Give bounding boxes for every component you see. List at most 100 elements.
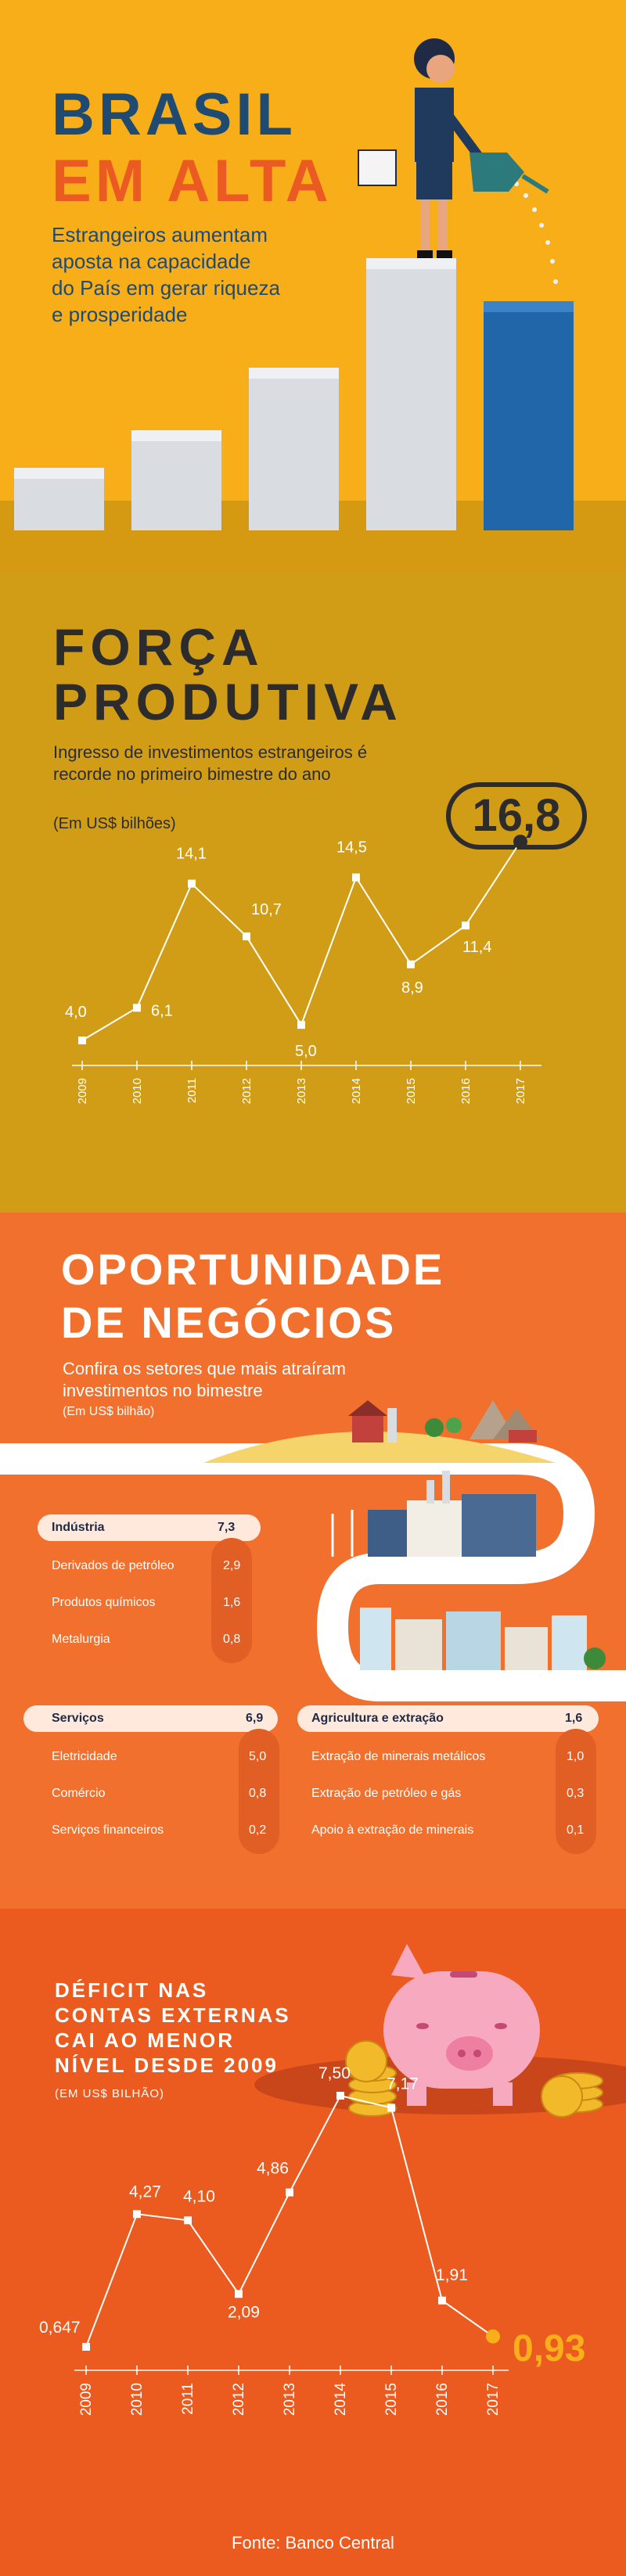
industria-item-label: Produtos químicos: [52, 1596, 156, 1609]
source-note: Fonte: Banco Central: [232, 2533, 394, 2553]
hero-title-line1: BRASIL: [52, 81, 297, 148]
forca-section: FORÇA PRODUTIVA Ingresso de investimento…: [0, 571, 626, 1213]
agricultura-item-value: 1,0: [567, 1750, 585, 1763]
bar-1: [14, 468, 104, 530]
forca-x-tick-label: 2016: [459, 1078, 473, 1104]
deficit-data-label: 7,50: [318, 2064, 351, 2082]
agricultura-item-label: Apoio à extração de minerais: [311, 1823, 474, 1837]
forca-series-line: [81, 841, 521, 1041]
forca-title-line1: FORÇA: [53, 618, 264, 676]
servicos-item-label: Comércio: [52, 1787, 106, 1800]
deficit-x-tick-label: 2011: [180, 2383, 196, 2415]
forca-point: [78, 1037, 86, 1044]
deficit-data-label: 1,91: [436, 2266, 468, 2284]
forca-data-label: 10,7: [251, 901, 282, 918]
deficit-x-tick-label: 2009: [78, 2383, 95, 2416]
industria-header-pill: [38, 1514, 261, 1541]
deficit-point: [184, 2216, 192, 2225]
city-illustration: [360, 1608, 606, 1670]
oport-title-line2: DE NEGÓCIOS: [61, 1298, 397, 1347]
deficit-illustration: [254, 1944, 626, 2118]
piggy-bank-icon: [383, 1944, 540, 2106]
forca-data-label: 11,4: [462, 939, 491, 956]
agricultura-value: 1,6: [565, 1712, 583, 1725]
forca-x-tick-label: 2012: [240, 1078, 254, 1104]
forca-unit: (Em US$ bilhões): [53, 815, 176, 832]
forca-x-tick-label: 2010: [131, 1078, 144, 1104]
bar-4: [366, 258, 456, 530]
forca-point: [352, 873, 360, 882]
deficit-title: DÉFICIT NAS CONTAS EXTERNAS CAI AO MENOR…: [55, 1978, 291, 2077]
servicos-item-label: Serviços financeiros: [52, 1823, 164, 1837]
gold-coins-icon: [345, 2040, 603, 2118]
deficit-point: [387, 2104, 395, 2112]
forca-x-tick-label: 2013: [295, 1078, 308, 1104]
deficit-series-line: [85, 2094, 494, 2348]
forca-data-label: 14,5: [336, 839, 367, 857]
deficit-data-label: 4,86: [257, 2160, 289, 2178]
deficit-section: DÉFICIT NAS CONTAS EXTERNAS CAI AO MENOR…: [0, 1909, 626, 2576]
deficit-point: [438, 2296, 446, 2305]
oport-unit: (Em US$ bilhão): [63, 1405, 155, 1418]
servicos-value-column: [239, 1729, 279, 1854]
agricultura-value-column: [556, 1729, 596, 1854]
deficit-x-tick-label: 2013: [282, 2383, 298, 2416]
agricultura-header-pill: [297, 1705, 599, 1732]
water-drops: [514, 181, 558, 284]
deficit-x-tick-label: 2012: [231, 2383, 247, 2416]
forca-point: [407, 960, 415, 968]
bar-2: [131, 430, 221, 530]
deficit-point: [336, 2092, 344, 2100]
deficit-line-chart: 0,647 2009 4,27 2010 4,10 2011 2,09 2012 4,86 201…: [39, 2064, 509, 2416]
hero-subtitle: Estrangeiros aumentam aposta na capacida…: [52, 223, 280, 326]
bar-5: [484, 301, 574, 530]
forca-title-line2: PRODUTIVA: [53, 673, 403, 731]
deficit-highlight: 0,93: [513, 2328, 586, 2369]
deficit-point: [286, 2188, 293, 2197]
forca-data-label: 5,0: [295, 1043, 317, 1060]
deficit-point: [486, 2329, 500, 2344]
forca-point: [513, 835, 527, 849]
bar-3: [249, 368, 339, 530]
servicos-item-value: 5,0: [249, 1750, 267, 1763]
forca-x-tick-label: 2015: [405, 1078, 418, 1104]
hero-title-line2: EM ALTA: [52, 148, 333, 214]
agricultura-label: Agricultura e extração: [311, 1712, 444, 1725]
deficit-x-tick-label: 2016: [434, 2383, 451, 2416]
forca-data-label: 14,1: [176, 846, 207, 863]
deficit-point: [82, 2343, 90, 2351]
industria-item-label: Metalurgia: [52, 1633, 110, 1646]
farm-illustration: [203, 1400, 556, 1463]
forca-point: [133, 1004, 141, 1012]
agricultura-item-value: 0,1: [567, 1823, 585, 1837]
deficit-data-label: 4,10: [183, 2187, 215, 2205]
servicos-value: 6,9: [246, 1712, 264, 1725]
hero-illustration: [0, 38, 626, 571]
forca-point: [243, 932, 250, 941]
deficit-data-label: 7,17: [387, 2075, 419, 2093]
forca-point: [462, 922, 470, 930]
industria-item-label: Derivados de petróleo: [52, 1559, 174, 1572]
oport-title-line1: OPORTUNIDADE: [61, 1245, 445, 1294]
forca-data-label: 4,0: [65, 1004, 87, 1021]
forca-subtitle: Ingresso de investimentos estrangeiros é…: [53, 742, 368, 784]
agricultura-item-label: Extração de petróleo e gás: [311, 1787, 462, 1800]
industria-item-value: 2,9: [223, 1559, 241, 1572]
servicos-item-label: Eletricidade: [52, 1750, 117, 1763]
deficit-x-tick-label: 2014: [333, 2383, 349, 2416]
forca-data-label: 6,1: [151, 1002, 173, 1019]
forca-x-tick-label: 2011: [185, 1078, 199, 1103]
deficit-data-label: 2,09: [228, 2303, 260, 2321]
deficit-x-tick-label: 2017: [485, 2383, 502, 2416]
forca-point: [297, 1021, 305, 1029]
hero-section: BRASIL EM ALTA Estrangeiros aumentam apo…: [0, 0, 626, 571]
forca-x-tick-label: 2014: [350, 1078, 363, 1104]
agricultura-item-value: 0,3: [567, 1787, 585, 1800]
oport-illustration: [0, 1400, 626, 1701]
deficit-data-label: 0,647: [39, 2319, 81, 2337]
oportunidade-section: OPORTUNIDADE DE NEGÓCIOS Confira os seto…: [0, 1213, 626, 1909]
deficit-point: [133, 2210, 141, 2219]
deficit-data-label: 4,27: [129, 2183, 161, 2201]
deficit-unit: (EM US$ BILHÃO): [55, 2087, 165, 2100]
forca-data-label: 8,9: [401, 979, 423, 997]
